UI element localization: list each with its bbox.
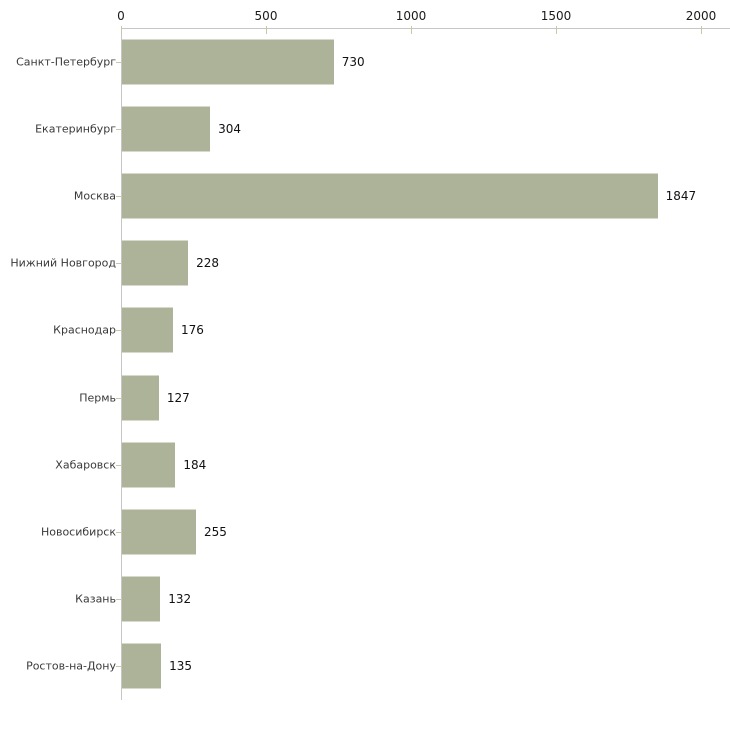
bar [122, 509, 196, 555]
category-tick-mark [116, 397, 121, 399]
category-label: Ростов-на-Дону [26, 659, 116, 673]
category-label: Екатеринбург [35, 122, 116, 136]
category-tick-mark [116, 599, 121, 601]
x-tick-label: 2000 [685, 9, 717, 23]
bar-row: Екатеринбург 304 [0, 95, 730, 162]
bar-row: Казань 132 [0, 566, 730, 633]
value-label: 132 [168, 592, 192, 607]
bar [122, 643, 162, 689]
value-label: 1847 [665, 188, 697, 203]
bar-row: Пермь 127 [0, 364, 730, 431]
value-label: 304 [218, 121, 242, 136]
bar [122, 375, 159, 421]
value-label: 176 [181, 323, 204, 338]
category-tick-mark [116, 61, 121, 63]
category-label: Новосибирск [40, 525, 116, 539]
bar [122, 106, 211, 152]
x-tick-label: 1500 [540, 9, 572, 23]
bar-row: Москва 1847 [0, 162, 730, 229]
category-label: Нижний Новгород [10, 256, 116, 270]
bar-row: Ростов-на-Дону 135 [0, 633, 730, 700]
x-tick-label: 1000 [395, 9, 427, 23]
category-label: Казань [75, 592, 116, 606]
bar [122, 39, 334, 85]
bar-row: Новосибирск 255 [0, 498, 730, 565]
x-tick-label: 500 [254, 9, 278, 23]
category-label: Пермь [79, 391, 116, 405]
bar-row: Краснодар 176 [0, 297, 730, 364]
value-label: 184 [183, 457, 207, 472]
bar-row: Санкт-Петербург 730 [0, 28, 730, 95]
x-axis-line [121, 28, 730, 29]
value-label: 135 [169, 659, 193, 674]
x-tick-mark [556, 26, 557, 34]
category-tick-mark [116, 128, 121, 130]
value-label: 255 [203, 524, 227, 539]
value-label: 228 [196, 256, 220, 271]
value-label: 127 [166, 390, 190, 405]
category-tick-mark [116, 531, 121, 533]
x-tick-mark [411, 26, 412, 34]
x-tick-label: 0 [117, 9, 125, 23]
category-label: Краснодар [53, 323, 116, 337]
bar [122, 442, 176, 488]
category-tick-mark [116, 263, 121, 265]
value-label: 730 [341, 54, 365, 69]
category-label: Санкт-Петербург [16, 55, 116, 69]
x-tick-mark [121, 26, 122, 34]
category-label: Москва [73, 189, 116, 203]
bar-row: Хабаровск 184 [0, 431, 730, 498]
bar [122, 576, 161, 622]
bar [122, 173, 658, 219]
bar [122, 240, 189, 286]
bar-row: Нижний Новгород 228 [0, 230, 730, 297]
x-tick-mark [701, 26, 702, 34]
category-tick-mark [116, 464, 121, 466]
category-tick-mark [116, 195, 121, 197]
x-tick-mark [266, 26, 267, 34]
y-axis-line [121, 28, 122, 700]
bar [122, 307, 174, 353]
category-tick-mark [116, 666, 121, 668]
category-label: Хабаровск [55, 458, 116, 472]
category-tick-mark [116, 330, 121, 332]
